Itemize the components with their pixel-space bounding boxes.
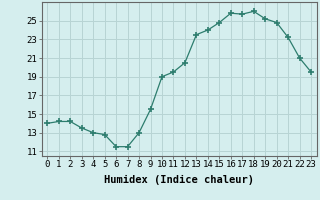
X-axis label: Humidex (Indice chaleur): Humidex (Indice chaleur) — [104, 175, 254, 185]
